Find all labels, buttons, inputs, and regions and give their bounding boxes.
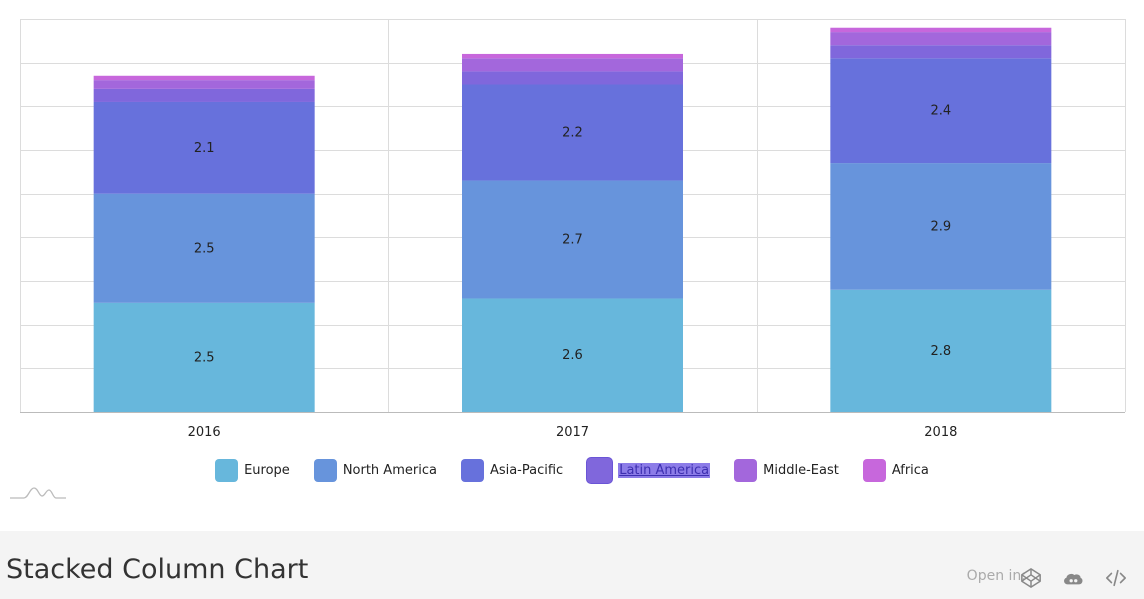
bar-segment[interactable] (462, 84, 683, 181)
codepen-icon[interactable] (1019, 567, 1043, 589)
bar-segment[interactable] (462, 180, 683, 299)
bar-segment[interactable] (830, 289, 1052, 412)
bar-segment[interactable] (93, 302, 315, 412)
bar-segment[interactable] (93, 101, 315, 194)
bar-segment[interactable] (93, 88, 315, 102)
legend-swatch (734, 458, 758, 482)
legend-label: Asia-Pacific (489, 462, 564, 478)
data-label: 2.1 (194, 141, 215, 156)
bar-segment[interactable] (830, 45, 1052, 59)
data-label: 2.6 (562, 348, 583, 363)
bar-segment[interactable] (830, 58, 1052, 164)
amcharts-logo-icon (10, 487, 66, 499)
x-tick-label: 2017 (556, 425, 589, 440)
data-label: 2.2 (562, 126, 583, 141)
legend-item[interactable]: Latin America (587, 457, 711, 483)
open-in-label: Open in: (966, 568, 1026, 584)
legend: Europe North America Asia-Pacific Latin Ame… (0, 455, 1144, 485)
legend-label: North America (342, 462, 437, 478)
data-label: 2.8 (930, 344, 951, 359)
legend-label: Middle-East (763, 462, 839, 478)
legend-item[interactable]: Africa (862, 458, 929, 482)
legend-item[interactable]: Middle-East (734, 458, 839, 482)
data-label: 2.5 (194, 350, 215, 365)
page-title: Stacked Column Chart (6, 554, 309, 585)
x-tick-label: 2018 (924, 425, 957, 440)
bar-segment[interactable] (93, 80, 315, 89)
legend-item[interactable]: Europe (215, 458, 290, 482)
legend-item[interactable]: Asia-Pacific (460, 458, 564, 482)
legend-item[interactable]: North America (313, 458, 437, 482)
legend-swatch (215, 458, 239, 482)
data-label: 2.5 (194, 241, 215, 256)
data-label: 2.7 (562, 233, 583, 248)
legend-label: Latin America (618, 462, 711, 478)
bar-segment[interactable] (830, 163, 1052, 290)
bar-segment[interactable] (462, 53, 683, 59)
data-label: 2.4 (930, 104, 951, 119)
legend-label: Africa (891, 462, 929, 478)
data-label: 2.9 (930, 219, 951, 234)
bar-segment[interactable] (830, 32, 1052, 46)
bar-segment[interactable] (462, 298, 683, 412)
footer: Stacked Column Chart Open in: (0, 531, 1144, 599)
cloud-icon[interactable] (1061, 567, 1085, 589)
legend-swatch (313, 458, 337, 482)
bar-segment[interactable] (93, 75, 315, 81)
stacked-column-chart: 2.5 2.5 2.1 2016 2.6 2.7 2.2 2017 2.8 2.9 2.4 2018 (20, 19, 1126, 440)
x-tick-label: 2016 (188, 425, 221, 440)
legend-label: Europe (244, 462, 290, 478)
legend-swatch (862, 458, 886, 482)
bar-segment[interactable] (830, 27, 1052, 33)
bar-segment[interactable] (93, 193, 315, 303)
bar-segment[interactable] (462, 71, 683, 85)
code-icon[interactable] (1104, 567, 1128, 589)
bar-segment[interactable] (462, 58, 683, 72)
chart-area: 2.5 2.5 2.1 2016 2.6 2.7 2.2 2017 2.8 2.9 2.4 2018 … (0, 19, 1144, 499)
legend-swatch (587, 457, 613, 483)
legend-swatch (460, 458, 484, 482)
